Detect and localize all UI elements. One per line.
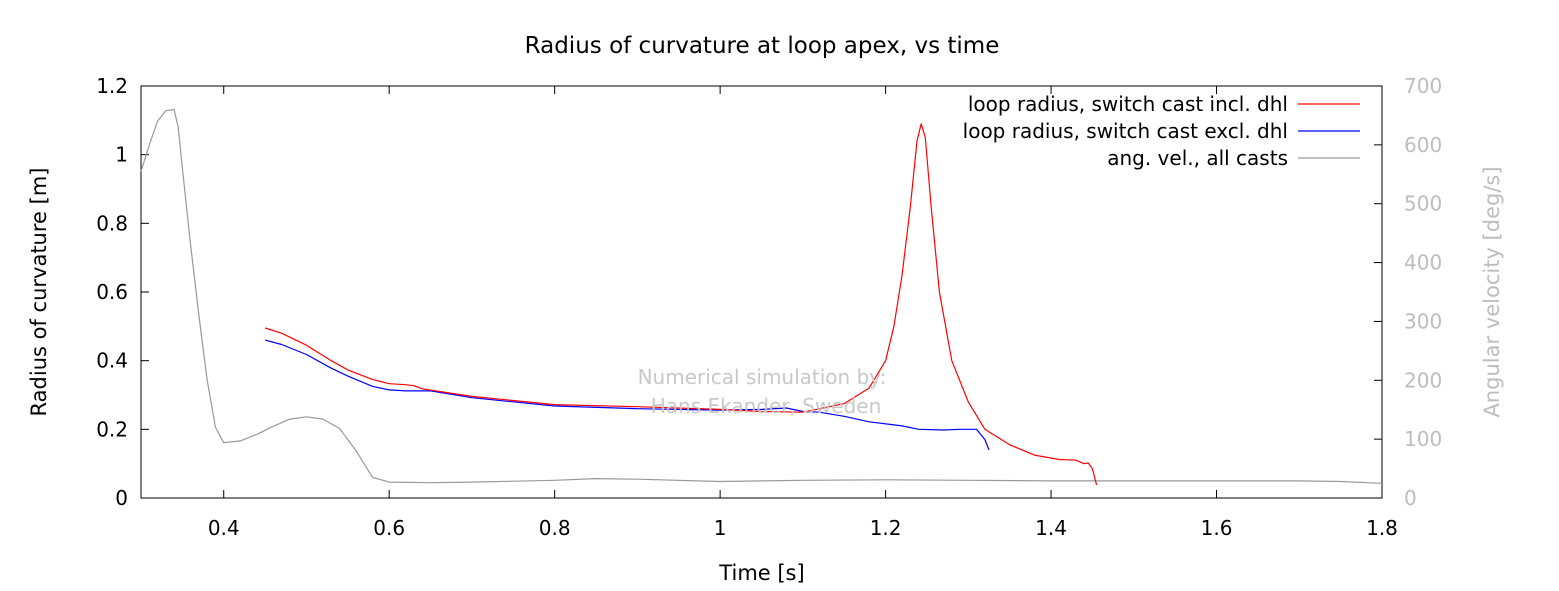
y-tick-label: 0.8: [96, 211, 128, 235]
y-tick-label: 0.2: [96, 417, 128, 441]
legend-item-incl-dhl: loop radius, switch cast incl. dhl: [968, 92, 1360, 116]
y2-tick-label: 100: [1404, 427, 1442, 451]
chart-title: Radius of curvature at loop apex, vs tim…: [525, 33, 1000, 59]
x-tick-label: 0.6: [373, 516, 405, 540]
series-loop-radius-excl-dhl-line: [264, 339, 990, 451]
y2-tick-label: 300: [1404, 309, 1442, 333]
x-tick-label: 1.8: [1366, 516, 1398, 540]
y2-tick-label: 200: [1404, 368, 1442, 392]
y-axis-ticks: 0 0.2 0.4 0.6 0.8 1 1.2: [96, 74, 149, 510]
legend-label: loop radius, switch cast incl. dhl: [968, 92, 1288, 116]
y2-tick-label: 600: [1404, 133, 1442, 157]
y2-tick-label: 0: [1404, 486, 1417, 510]
y2-axis-ticks: 0 100 200 300 400 500 600 700: [1374, 74, 1442, 510]
x-tick-label: 0.4: [208, 516, 240, 540]
y2-axis-label: Angular velocity [deg/s]: [1480, 166, 1504, 417]
x-axis-label: Time [s]: [718, 561, 804, 585]
x-axis-ticks: 0.4 0.6 0.8 1 1.2 1.4 1.6 1.8: [208, 86, 1398, 540]
x-tick-label: 0.8: [539, 516, 571, 540]
watermark: Numerical simulation by: Hans Ekander, S…: [638, 365, 887, 418]
y2-tick-label: 700: [1404, 74, 1442, 98]
legend-label: loop radius, switch cast excl. dhl: [963, 119, 1288, 143]
watermark-line-2: Hans Ekander, Sweden: [651, 394, 882, 418]
x-tick-label: 1.6: [1201, 516, 1233, 540]
x-tick-label: 1: [714, 516, 727, 540]
y-axis-label: Radius of curvature [m]: [27, 168, 51, 417]
y2-tick-label: 500: [1404, 192, 1442, 216]
legend: loop radius, switch cast incl. dhl loop r…: [963, 92, 1360, 170]
series-loop-radius-incl-dhl-line: [264, 123, 1098, 486]
y-tick-label: 0.6: [96, 280, 128, 304]
x-tick-label: 1.2: [870, 516, 902, 540]
x-tick-label: 1.4: [1035, 516, 1067, 540]
series-lines: [140, 108, 1383, 486]
legend-item-excl-dhl: loop radius, switch cast excl. dhl: [963, 119, 1360, 143]
y-tick-label: 1: [115, 143, 128, 167]
y2-tick-label: 400: [1404, 251, 1442, 275]
legend-item-ang-vel: ang. vel., all casts: [1107, 146, 1360, 170]
y-tick-label: 0.4: [96, 349, 128, 373]
y-tick-label: 0: [115, 486, 128, 510]
legend-label: ang. vel., all casts: [1107, 146, 1288, 170]
y-tick-label: 1.2: [96, 74, 128, 98]
series-angular-velocity-line: [140, 108, 1383, 484]
watermark-line-1: Numerical simulation by:: [638, 365, 887, 389]
